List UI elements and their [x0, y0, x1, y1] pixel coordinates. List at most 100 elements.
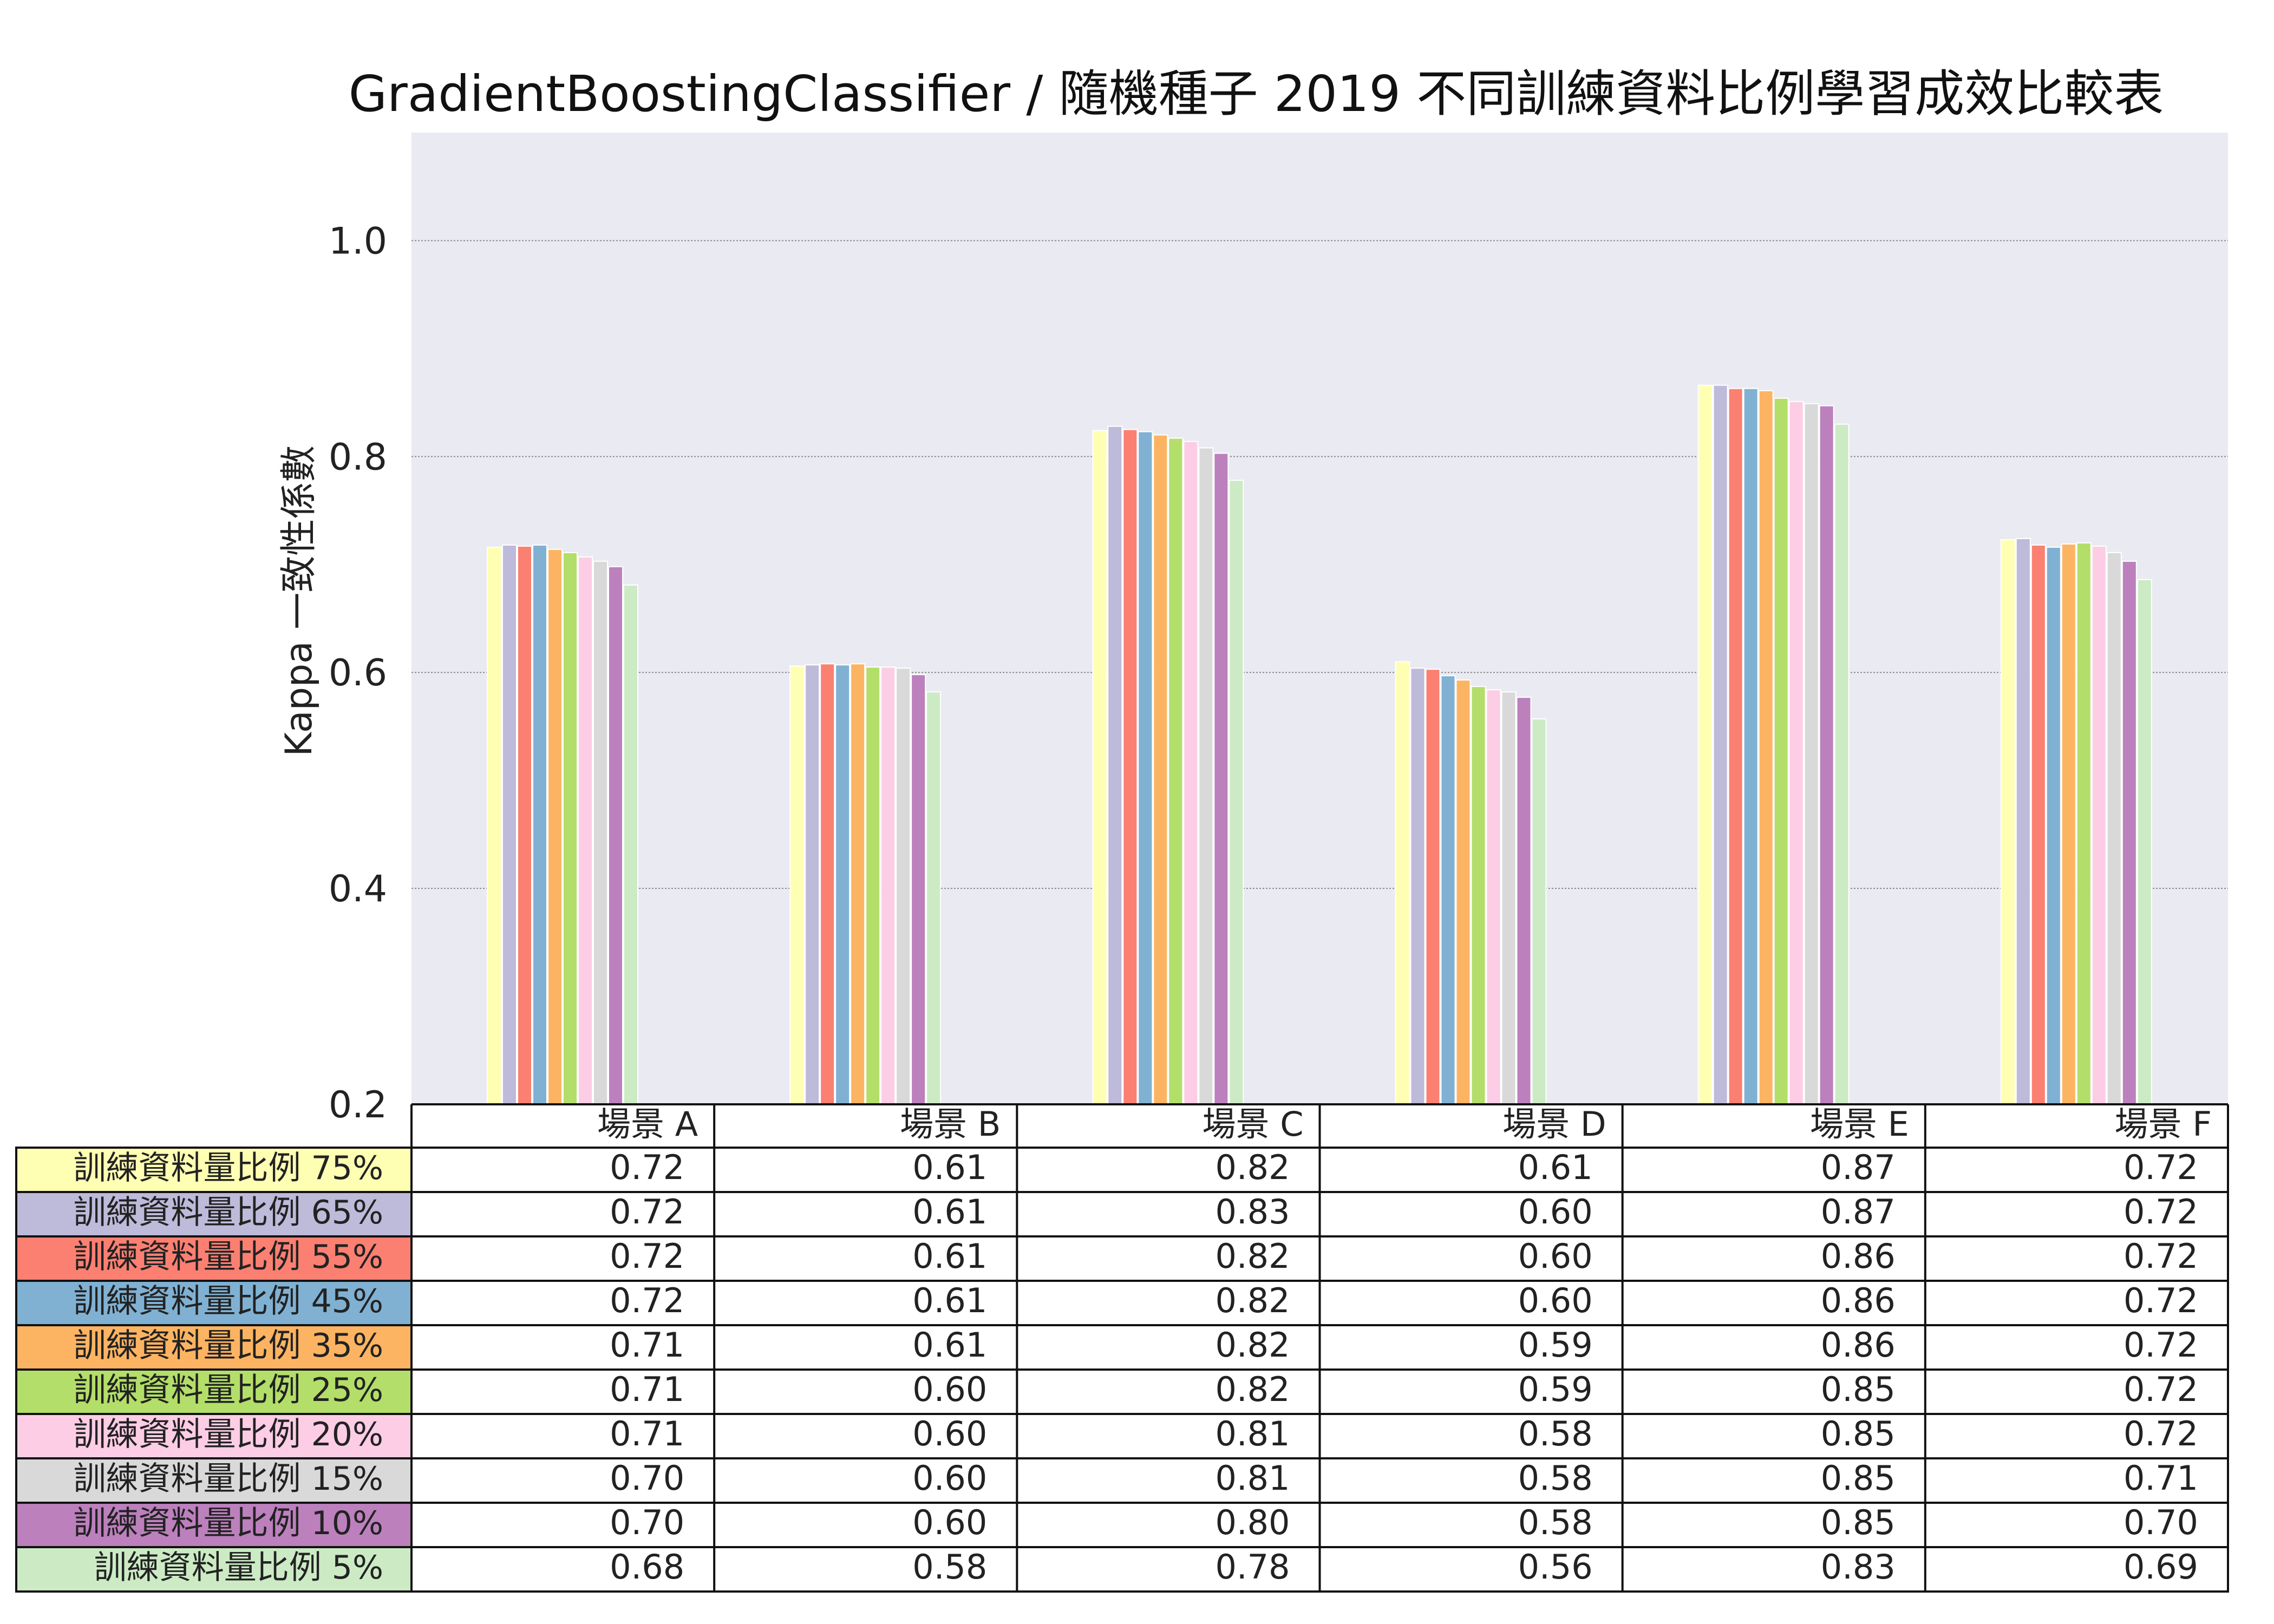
table-cell: 0.72 [610, 1236, 684, 1276]
y-tick-label: 0.8 [329, 436, 387, 479]
table-cell: 0.82 [1215, 1281, 1290, 1320]
bar [1713, 384, 1728, 1105]
bar [1758, 390, 1774, 1105]
table-cell: 0.61 [912, 1325, 987, 1365]
table-cell: 0.58 [1518, 1503, 1593, 1542]
table-cell: 0.72 [610, 1192, 684, 1232]
table-cell: 0.56 [1518, 1547, 1593, 1587]
table-cell: 0.71 [2123, 1458, 2198, 1498]
legend-entry: 訓練資料量比例 15% [74, 1460, 383, 1498]
bar [1501, 691, 1517, 1105]
table-cell: 0.80 [1215, 1503, 1290, 1542]
legend-swatch [16, 1281, 411, 1325]
table-cell: 0.69 [2123, 1547, 2198, 1587]
table-cell: 0.82 [1215, 1236, 1290, 1276]
table-cell: 0.71 [610, 1414, 684, 1453]
table-cell: 0.83 [1821, 1547, 1896, 1587]
table-cell: 0.70 [610, 1458, 684, 1498]
bar [1834, 423, 1850, 1105]
bar [2106, 552, 2122, 1105]
bar [502, 544, 517, 1105]
bar [1440, 675, 1456, 1105]
table-cell: 0.85 [1821, 1370, 1896, 1409]
bar [1486, 689, 1501, 1105]
table-cell: 0.61 [1518, 1148, 1593, 1187]
y-tick-label: 0.2 [329, 1084, 387, 1127]
bar [1516, 697, 1532, 1105]
x-tick-label: 場景 F [2115, 1104, 2212, 1144]
x-tick-label: 場景 E [1810, 1104, 1909, 1144]
bar [1229, 480, 1244, 1105]
table-cell: 0.60 [912, 1370, 987, 1409]
bar [1410, 667, 1426, 1105]
table-cell: 0.59 [1518, 1370, 1593, 1409]
bar [623, 584, 638, 1105]
bar [1697, 384, 1713, 1105]
table-cell: 0.86 [1821, 1325, 1896, 1365]
table-cell: 0.81 [1215, 1414, 1290, 1453]
bar [896, 667, 911, 1105]
table-cell: 0.68 [610, 1547, 684, 1587]
table-cell: 0.72 [610, 1148, 684, 1187]
table-cell: 0.85 [1821, 1458, 1896, 1498]
plot-area: 0.2 0.4 0.6 0.8 1.0 [329, 133, 2228, 1127]
table-cell: 0.82 [1215, 1325, 1290, 1365]
table-cell: 0.72 [2123, 1370, 2198, 1409]
bar [1773, 397, 1789, 1105]
x-tick-label: 場景 A [597, 1104, 698, 1144]
bar [547, 548, 563, 1105]
bar [1455, 679, 1471, 1105]
bar [2136, 579, 2152, 1105]
bar [1788, 401, 1804, 1105]
legend-entry: 訓練資料量比例 5% [94, 1549, 383, 1587]
table-cell: 0.61 [912, 1148, 987, 1187]
bar [1213, 453, 1229, 1105]
legend-swatch [16, 1325, 411, 1370]
table-cell: 0.60 [912, 1458, 987, 1498]
table-cell: 0.85 [1821, 1414, 1896, 1453]
bar [578, 556, 593, 1105]
table-cell: 0.71 [610, 1370, 684, 1409]
bar [1395, 661, 1410, 1105]
table-cell: 0.60 [912, 1414, 987, 1453]
table-cell: 0.82 [1215, 1148, 1290, 1187]
plot-background [411, 133, 2228, 1104]
bar [911, 674, 926, 1105]
bar [805, 664, 820, 1105]
bar [563, 552, 578, 1105]
table-cell: 0.87 [1821, 1192, 1896, 1232]
table-cell: 0.60 [912, 1503, 987, 1542]
bar [1183, 441, 1199, 1105]
table-cell: 0.72 [2123, 1325, 2198, 1365]
table-cell: 0.70 [2123, 1503, 2198, 1542]
bar [1471, 686, 1486, 1105]
table-cell: 0.58 [1518, 1458, 1593, 1498]
table-cell: 0.60 [1518, 1236, 1593, 1276]
legend-entry: 訓練資料量比例 65% [74, 1194, 383, 1232]
bar [2061, 543, 2076, 1105]
bar [820, 663, 835, 1105]
table-cell: 0.70 [610, 1503, 684, 1542]
bar [1803, 403, 1819, 1105]
table-cell: 0.83 [1215, 1192, 1290, 1232]
table-cell: 0.72 [2123, 1281, 2198, 1320]
bar [2091, 545, 2107, 1105]
bar [850, 663, 866, 1105]
table-cell: 0.60 [1518, 1192, 1593, 1232]
table-cell: 0.58 [1518, 1414, 1593, 1453]
legend-swatch [16, 1547, 411, 1592]
chart-title: GradientBoostingClassifier / 隨機種子 2019 不… [349, 65, 2164, 123]
table-cell: 0.85 [1821, 1503, 1896, 1542]
legend-swatch [16, 1503, 411, 1547]
bar [926, 691, 942, 1105]
bar [835, 664, 851, 1105]
bar [2030, 544, 2046, 1105]
legend-entry: 訓練資料量比例 55% [74, 1238, 383, 1276]
bar [1819, 405, 1834, 1105]
bar [487, 546, 502, 1105]
bar [2046, 546, 2061, 1105]
table-cell: 0.59 [1518, 1325, 1593, 1365]
legend-swatch [16, 1414, 411, 1458]
